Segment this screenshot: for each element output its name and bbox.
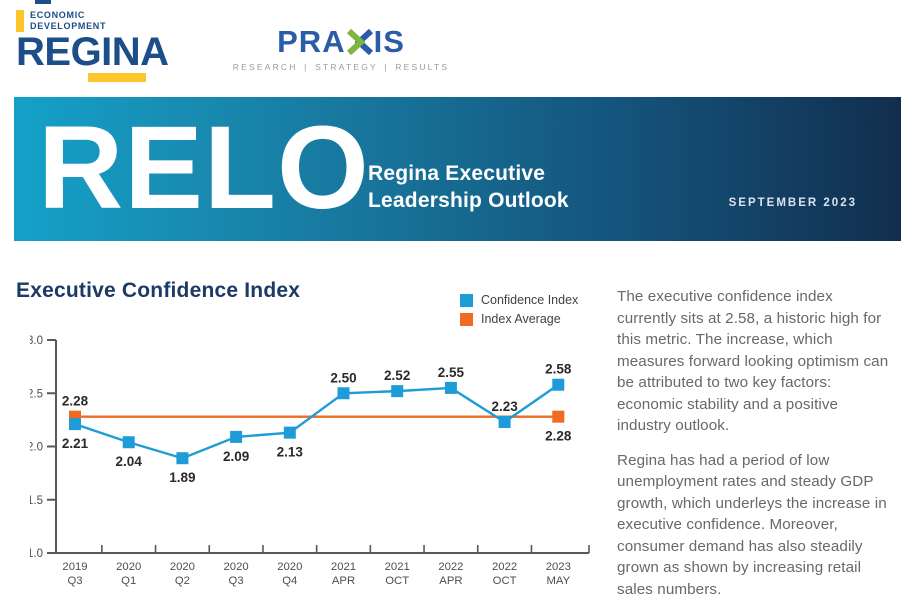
praxis-wordmark-left: PRA: [277, 24, 346, 59]
confidence-index-value-label: 2.04: [116, 454, 143, 469]
legend-label: Confidence Index: [481, 293, 579, 307]
x-axis-label-year: 2020: [116, 561, 141, 573]
commentary-paragraph-2: Regina has had a period of low unemploym…: [617, 451, 887, 598]
x-axis-label-period: Q2: [175, 575, 190, 587]
issue-date: SEPTEMBER 2023: [728, 197, 857, 209]
x-axis-label-period: Q4: [282, 575, 297, 587]
y-axis-label: 1.5: [30, 495, 43, 507]
confidence-index-marker: [283, 426, 296, 439]
confidence-index-chart: 3.0 2.5 2.0 1.5 1.0 2019 Q3 2020 Q1 2020 Q2 2020 Q3 2…: [30, 335, 590, 587]
header-top-mark: [35, 0, 51, 4]
x-axis-label-period: APR: [439, 575, 462, 587]
confidence-index-marker: [69, 418, 81, 431]
relo-acronym: RELO: [38, 102, 370, 234]
x-axis-label-year: 2020: [170, 561, 195, 573]
x-axis-label-year: 2020: [224, 561, 249, 573]
commentary-paragraph-1: The executive confidence index currently…: [617, 288, 889, 434]
confidence-index-value-label: 2.50: [330, 370, 356, 385]
index-average-marker: [552, 410, 565, 423]
edr-logo-line1: ECONOMIC: [30, 10, 86, 20]
edr-yellow-bar: [16, 10, 24, 32]
x-axis-label-period: APR: [332, 575, 355, 587]
index-average-value-label: 2.28: [62, 394, 89, 409]
chart-legend: Confidence Index Index Average: [460, 293, 578, 326]
confidence-index-value-label: 2.13: [277, 445, 304, 460]
edr-yellow-underline: [88, 73, 146, 82]
confidence-index-value-label: 2.09: [223, 449, 249, 464]
y-axis-label: 1.0: [30, 548, 43, 560]
confidence-index-value-label: 2.58: [545, 362, 572, 377]
confidence-index-marker: [176, 452, 189, 465]
confidence-index-marker: [122, 436, 135, 449]
x-axis-label-year: 2021: [331, 561, 356, 573]
index-average-value-label: 2.28: [545, 429, 572, 444]
x-axis-label-year: 2020: [277, 561, 302, 573]
confidence-index-marker: [498, 416, 511, 429]
edr-logo-line2: DEVELOPMENT: [30, 21, 107, 31]
legend-item-0: Confidence Index: [460, 293, 578, 307]
praxis-wordmark: PRA IS: [230, 24, 452, 59]
praxis-x-icon: [346, 29, 373, 55]
praxis-wordmark-right: IS: [373, 24, 405, 59]
praxis-tagline: RESEARCH | STRATEGY | RESULTS: [232, 62, 450, 72]
y-axis-label: 2.0: [30, 442, 43, 454]
x-axis-label-period: Q3: [229, 575, 244, 587]
confidence-index-line: [74, 383, 559, 460]
relo-banner: RELO Regina Executive Leadership Outlook…: [14, 97, 901, 241]
confidence-index-marker: [444, 381, 457, 394]
economic-development-regina-logo: ECONOMIC DEVELOPMENT REGINA: [16, 10, 169, 82]
x-axis-label-period: Q3: [67, 575, 82, 587]
edr-wordmark: REGINA: [16, 30, 169, 74]
confidence-index-value-label: 2.52: [384, 368, 410, 383]
x-axis-label-period: OCT: [385, 575, 409, 587]
confidence-index-value-label: 1.89: [169, 470, 195, 485]
x-axis-label-year: 2019: [62, 561, 87, 573]
confidence-index-marker: [337, 387, 350, 400]
x-axis-label-year: 2022: [492, 561, 517, 573]
x-axis-label-period: Q1: [121, 575, 136, 587]
x-axis-label-period: OCT: [493, 575, 517, 587]
edr-logo-top: ECONOMIC DEVELOPMENT: [16, 10, 169, 32]
x-axis-label-period: MAY: [546, 575, 570, 587]
x-axis-label-year: 2023: [546, 561, 571, 573]
legend-label: Index Average: [481, 312, 561, 326]
legend-swatch: [460, 293, 473, 307]
y-axis-label: 3.0: [30, 335, 43, 347]
legend-swatch: [460, 312, 473, 326]
confidence-index-marker: [552, 378, 565, 391]
chart-axes: [55, 340, 589, 554]
commentary: The executive confidence index currently…: [617, 286, 891, 603]
banner-title-line1: Regina Executive: [368, 162, 546, 185]
section-title: Executive Confidence Index: [16, 279, 301, 302]
confidence-index-marker: [391, 385, 404, 398]
edr-logo-text: ECONOMIC DEVELOPMENT: [30, 10, 106, 32]
y-axis-label: 2.5: [30, 388, 43, 400]
confidence-index-value-label: 2.23: [491, 399, 518, 414]
x-axis-label-year: 2022: [438, 561, 463, 573]
confidence-index-value-label: 2.55: [438, 365, 465, 380]
praxis-logo: PRA IS RESEARCH | STRATEGY | RESULTS: [230, 24, 452, 72]
banner-title: Regina Executive Leadership Outlook: [368, 160, 569, 214]
banner-title-line2: Leadership Outlook: [368, 189, 569, 212]
legend-item-1: Index Average: [460, 312, 578, 326]
confidence-index-value-label: 2.21: [62, 436, 89, 451]
confidence-index-marker: [230, 430, 243, 443]
x-axis-label-year: 2021: [385, 561, 410, 573]
